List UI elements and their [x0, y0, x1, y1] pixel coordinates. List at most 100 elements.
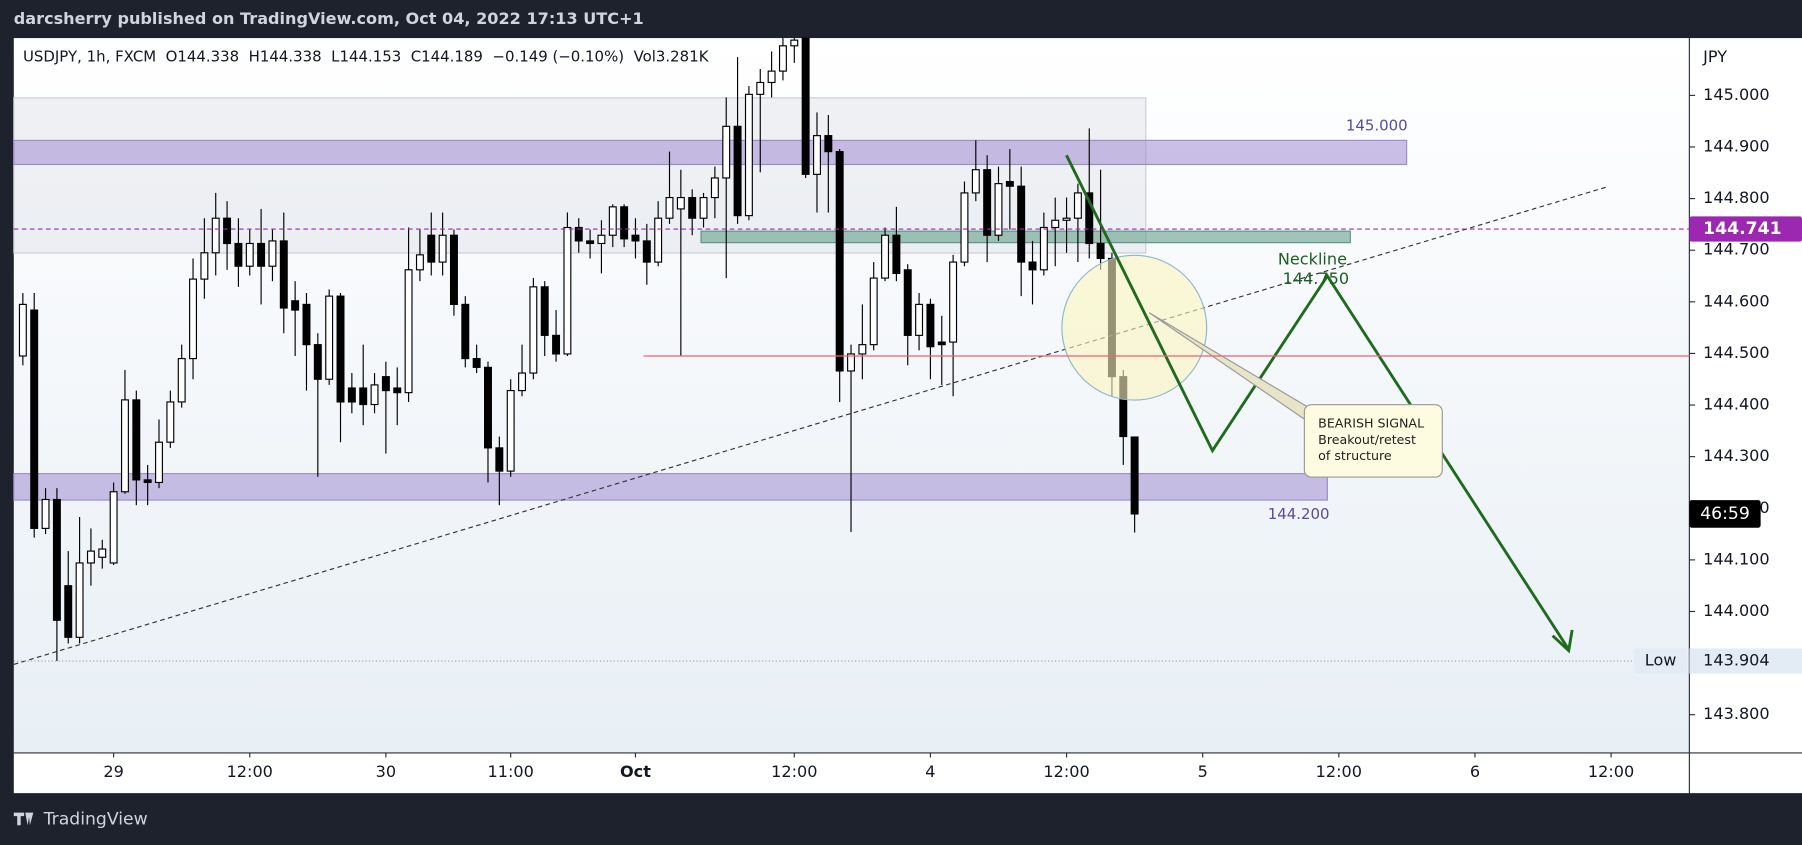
candle-body [18, 303, 27, 357]
y-tick-label: 143.800 [1703, 704, 1770, 723]
brand: TradingView [13, 810, 148, 830]
support-zone [13, 473, 1328, 501]
currency: JPY [1702, 47, 1727, 66]
candle-body [1062, 217, 1071, 221]
candle-body [427, 234, 436, 263]
candle-body [177, 358, 186, 403]
candle-body [30, 309, 39, 529]
candle-body [415, 254, 424, 271]
candle-body [234, 242, 243, 267]
candle-body [586, 240, 595, 245]
countdown: 46:59 [1700, 504, 1750, 524]
candle-body [506, 390, 515, 472]
y-tick-label: 144.500 [1703, 343, 1770, 362]
candle-body [461, 303, 470, 360]
x-tick-label: 5 [1198, 762, 1208, 781]
candle-body [143, 479, 152, 484]
x-tick-label: 12:00 [1043, 762, 1089, 781]
candle-body [291, 300, 300, 311]
candle-body [710, 177, 719, 199]
candle-body [960, 192, 969, 263]
candle-body [41, 498, 50, 529]
candle-body [257, 242, 266, 267]
candle-body [744, 93, 753, 217]
candle-body [1096, 242, 1105, 260]
candle-body [245, 242, 254, 267]
y-tick-label: 145.000 [1703, 85, 1770, 104]
candle-body [109, 491, 118, 564]
neckline-zone [700, 230, 1351, 244]
candle-body [518, 372, 527, 392]
candle-body [1039, 226, 1048, 271]
candle-body [223, 217, 232, 245]
candle-body [1017, 185, 1026, 263]
candle-body [1130, 436, 1139, 515]
zone-label: 144.200 [1268, 505, 1330, 523]
candle-body [1073, 192, 1082, 219]
candle-body [915, 303, 924, 336]
y-tick-label: 144.400 [1703, 395, 1770, 414]
candles [18, 37, 1139, 662]
candle-body [790, 39, 799, 47]
x-tick-label: 11:00 [488, 762, 534, 781]
candle-body [642, 240, 651, 263]
callout-text: of structure [1318, 448, 1392, 463]
candle-body [1051, 219, 1060, 229]
x-tick-label: 6 [1470, 762, 1480, 781]
candle-body [75, 562, 84, 638]
low-badge [1689, 648, 1802, 674]
candle-body [449, 234, 458, 305]
drawings [13, 97, 1408, 501]
candle-body [52, 498, 61, 621]
resistance-zone [13, 139, 1408, 166]
candle-body [892, 234, 901, 275]
low-badge-label: 143.904 [1703, 651, 1770, 670]
y-tick-label: 144.800 [1703, 188, 1770, 207]
candle-body [676, 196, 685, 210]
candle-body [563, 226, 572, 355]
candle-body [767, 70, 776, 84]
annotations: BEARISH SIGNAL Breakout/retest of struct… [13, 47, 1727, 665]
candle-body [971, 169, 980, 194]
price-badge-label: 144.741 [1703, 219, 1781, 239]
candle-body [120, 399, 129, 493]
x-tick-label: 12:00 [1316, 762, 1362, 781]
zone-label: 145.000 [1346, 117, 1408, 135]
x-tick-label: 29 [103, 762, 123, 781]
x-tick-label: 30 [376, 762, 396, 781]
neckline-label: 144.750 [1283, 269, 1350, 288]
y-tick-label: 144.300 [1703, 446, 1770, 465]
candle-body [835, 151, 844, 372]
y-tick-label: 144.600 [1703, 291, 1770, 310]
candle-body [824, 135, 833, 153]
publisher: darcsherry published on TradingView.com,… [14, 9, 644, 28]
candle-body [200, 252, 209, 280]
projection-arrow [1551, 629, 1574, 654]
neckline-name: Neckline [1278, 249, 1347, 268]
candle-body [994, 183, 1003, 236]
candle-body [801, 37, 810, 175]
candle-body [325, 295, 334, 380]
candle-body [132, 399, 141, 481]
candle-body [926, 303, 935, 348]
x-tick-label: Oct [620, 762, 651, 781]
x-tick-label: 12:00 [1588, 762, 1634, 781]
callout-text: BEARISH SIGNAL [1318, 416, 1424, 431]
candle-body [552, 334, 561, 355]
trendline [13, 185, 1610, 665]
candle-body [155, 441, 163, 484]
candle-body [688, 196, 697, 219]
legend: USDJPY, 1h, FXCM O144.338 H144.338 L144.… [23, 48, 710, 66]
candle-body [98, 548, 107, 558]
low-name: Low [1645, 651, 1677, 670]
candle-body [983, 169, 992, 236]
y-tick-label: 144.900 [1703, 136, 1770, 155]
candle-body [903, 269, 912, 336]
candle-body [268, 240, 277, 267]
candle-body [733, 125, 742, 217]
time-axis [13, 752, 1690, 794]
candle-body [778, 45, 787, 72]
candle-body [597, 234, 606, 245]
candle-body [370, 384, 379, 406]
